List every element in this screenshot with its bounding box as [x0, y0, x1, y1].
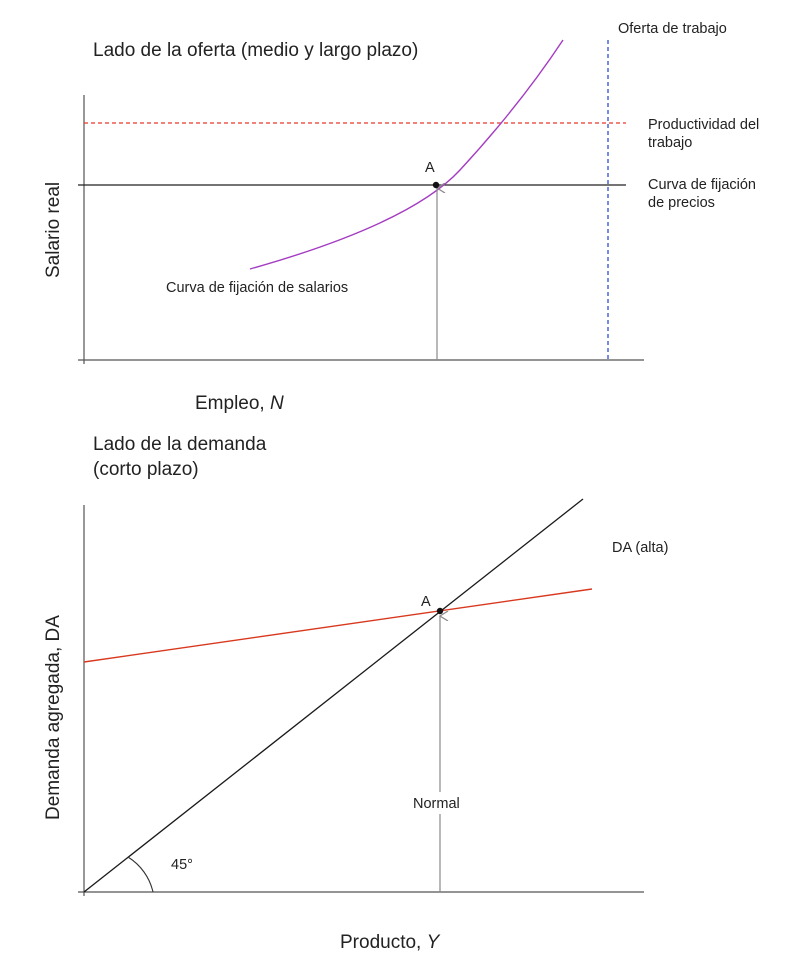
normal-output-label: Normal	[413, 796, 460, 812]
equilibrium-point-a-bottom	[436, 607, 444, 615]
top-x-axis-label: Empleo, N	[195, 393, 284, 414]
productivity-label-line2: trabajo	[648, 135, 692, 151]
demand-side-title-line2: (corto plazo)	[93, 459, 199, 480]
aggregate-demand-line	[83, 588, 593, 663]
bottom-y-axis-label: Demanda agregada, DA	[43, 615, 64, 820]
normal-label-bg	[408, 792, 470, 814]
point-a-label-bottom: A	[421, 594, 431, 610]
angle-45-arc	[127, 856, 154, 893]
angle-45-label: 45°	[171, 857, 193, 873]
bottom-x-axis-label: Producto, Y	[340, 932, 441, 953]
line-45-degree	[83, 498, 584, 893]
price-curve-label-line2: de precios	[648, 195, 715, 211]
demand-side-title-line1: Lado de la demanda	[93, 434, 267, 455]
productivity-label-line1: Productividad del	[648, 117, 759, 133]
bottom-x-axis-label-text: Producto,	[340, 932, 427, 953]
labour-supply-label: Oferta de trabajo	[618, 21, 727, 37]
equilibrium-point-a-top	[432, 181, 440, 189]
point-a-label-top: A	[425, 160, 435, 176]
supply-side-panel: Lado de la oferta (medio y largo plazo) …	[43, 21, 759, 414]
top-x-axis-label-var: N	[270, 393, 284, 414]
wage-setting-curve	[249, 39, 564, 270]
top-x-axis-label-text: Empleo,	[195, 393, 270, 414]
price-curve-label-line1: Curva de fijación	[648, 177, 756, 193]
bottom-x-axis-label-var: Y	[427, 932, 441, 953]
ad-high-label: DA (alta)	[612, 540, 668, 556]
wage-curve-label: Curva de fijación de salarios	[166, 280, 348, 296]
demand-side-panel: Lado de la demanda (corto plazo) 45° Nor…	[43, 434, 668, 953]
top-y-axis-label: Salario real	[43, 182, 64, 278]
supply-side-title: Lado de la oferta (medio y largo plazo)	[93, 40, 418, 61]
